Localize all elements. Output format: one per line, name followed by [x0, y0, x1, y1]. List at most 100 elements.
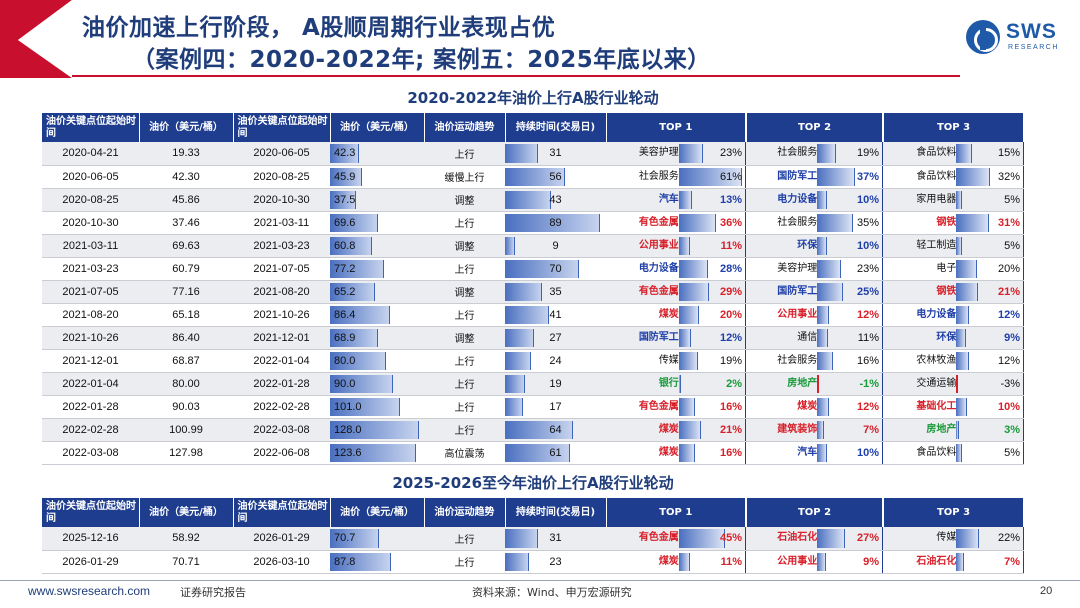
column-separator [1023, 211, 1024, 233]
duration-value: 64 [549, 423, 562, 436]
return-pct: 9% [863, 555, 879, 568]
price-bar [330, 443, 417, 462]
end-price-bar-cell: 60.8 [330, 234, 424, 258]
top2-industry-cell: 公用事业 9% [746, 550, 883, 574]
return-pct: 27% [856, 532, 879, 544]
trend-cell: 上行 [424, 349, 505, 373]
trend-cell: 高位震荡 [424, 441, 505, 465]
footer-website[interactable]: www.swsresearch.com [28, 584, 151, 598]
price-bar [330, 213, 379, 232]
table-row: 2021-12-01 68.87 2022-01-04 80.0 上行 24 传媒 19% 社会… [42, 349, 1024, 373]
end-date-cell: 2021-10-26 [233, 303, 330, 327]
column-separator [745, 165, 746, 187]
price-bar [330, 374, 393, 393]
start-price-cell: 80.00 [139, 372, 233, 396]
column-separator [745, 527, 746, 549]
end-price-value: 42.3 [334, 147, 356, 160]
return-pct: 7% [863, 423, 879, 436]
start-price-cell: 60.79 [139, 257, 233, 281]
price-bar [330, 167, 362, 186]
table-row: 2020-06-05 42.30 2020-08-25 45.9 缓慢上行 56 社会服务 6… [42, 165, 1024, 189]
duration-bar-cell: 19 [505, 372, 606, 396]
price-bar [330, 190, 357, 209]
return-pct: 10% [856, 446, 879, 459]
top3-industry-cell: 钢铁 31% [883, 211, 1024, 235]
return-pct: 15% [997, 147, 1020, 159]
duration-value: 19 [549, 377, 562, 390]
industry-name: 轻工制造 [916, 239, 957, 251]
return-bar [817, 397, 830, 416]
column-header: 油价（美元/桶） [330, 498, 425, 527]
end-price-bar-cell: 90.0 [330, 372, 424, 396]
duration-bar [505, 259, 580, 278]
duration-bar-cell: 56 [505, 165, 606, 189]
column-separator [745, 280, 746, 302]
table-row: 2022-01-28 90.03 2022-02-28 101.0 上行 17 有色金属 16… [42, 395, 1024, 419]
column-separator [882, 303, 883, 325]
return-bar [678, 259, 708, 278]
return-pct: 22% [997, 532, 1020, 544]
column-separator [882, 326, 883, 348]
column-separator [882, 142, 883, 164]
column-separator [1023, 395, 1024, 417]
column-separator [1023, 441, 1024, 463]
column-header: TOP 2 [746, 498, 884, 527]
industry-name: 交通运输 [916, 377, 957, 389]
top3-industry-cell: 食品饮料 15% [883, 142, 1024, 166]
duration-value: 27 [549, 331, 562, 344]
logo-subtext: RESEARCH [1008, 44, 1059, 51]
return-pct: 21% [719, 423, 742, 436]
end-price-bar-cell: 86.4 [330, 303, 424, 327]
duration-value: 23 [549, 555, 562, 568]
industry-name: 煤炭 [658, 446, 679, 458]
industry-name: 公用事业 [638, 239, 679, 251]
banner-shape [0, 0, 960, 78]
return-bar [817, 529, 845, 548]
end-price-value: 65.2 [334, 285, 356, 298]
return-pct: 9% [1004, 331, 1020, 344]
industry-name: 有色金属 [638, 216, 679, 228]
section2-title: 2025-2026至今年油价上行A股行业轮动 [392, 474, 674, 492]
column-header: 油价运动趋势 [424, 113, 506, 142]
table-row: 2020-04-21 19.33 2020-06-05 42.3 上行 31 美容护理 23%… [42, 142, 1024, 166]
industry-name: 有色金属 [638, 285, 679, 297]
column-separator [745, 441, 746, 463]
top1-industry-cell: 有色金属 45% [606, 527, 746, 551]
end-price-value: 101.0 [334, 400, 362, 413]
price-bar [330, 552, 392, 571]
return-bar [956, 190, 962, 209]
column-separator [1023, 418, 1024, 440]
column-separator [745, 188, 746, 210]
column-header: 持续时间(交易日) [505, 113, 607, 142]
end-date-cell: 2020-06-05 [233, 142, 330, 166]
start-price-cell: 100.99 [139, 418, 233, 442]
table-row: 2025-12-16 58.92 2026-01-29 70.7 上行 31 有色金属 45%… [42, 527, 1024, 551]
trend-cell: 调整 [424, 326, 505, 350]
industry-name: 传媒 [936, 532, 957, 543]
return-pct: -3% [1000, 377, 1020, 390]
start-price-cell: 58.92 [139, 527, 233, 551]
column-separator [882, 234, 883, 256]
table-row: 2020-10-30 37.46 2021-03-11 69.6 上行 89 有色金属 36%… [42, 211, 1024, 235]
industry-name: 国防军工 [777, 285, 818, 297]
trend-cell: 上行 [424, 395, 505, 419]
rotation-table-2025-2026: 油价关键点位起始时间 油价（美元/桶） 油价关键点位起始时间 油价（美元/桶） 油价运动… [42, 498, 1025, 574]
return-bar [956, 443, 962, 462]
return-pct: 16% [719, 400, 742, 413]
column-separator [745, 303, 746, 325]
duration-bar [505, 144, 538, 163]
duration-value: 17 [549, 400, 562, 413]
duration-value: 70 [549, 262, 562, 275]
trend-cell: 上行 [424, 142, 505, 166]
column-header: TOP 3 [883, 498, 1025, 527]
column-separator [1023, 527, 1024, 549]
table-row: 2022-01-04 80.00 2022-01-28 90.0 上行 19 银行 2% 房地产… [42, 372, 1024, 396]
start-price-cell: 42.30 [139, 165, 233, 189]
duration-bar-cell: 61 [505, 441, 606, 465]
return-bar [678, 374, 681, 393]
price-bar [330, 282, 376, 301]
duration-bar [505, 328, 534, 347]
industry-name: 煤炭 [658, 555, 679, 567]
industry-name: 建筑装饰 [777, 423, 818, 435]
start-date-cell: 2020-06-05 [42, 165, 139, 189]
